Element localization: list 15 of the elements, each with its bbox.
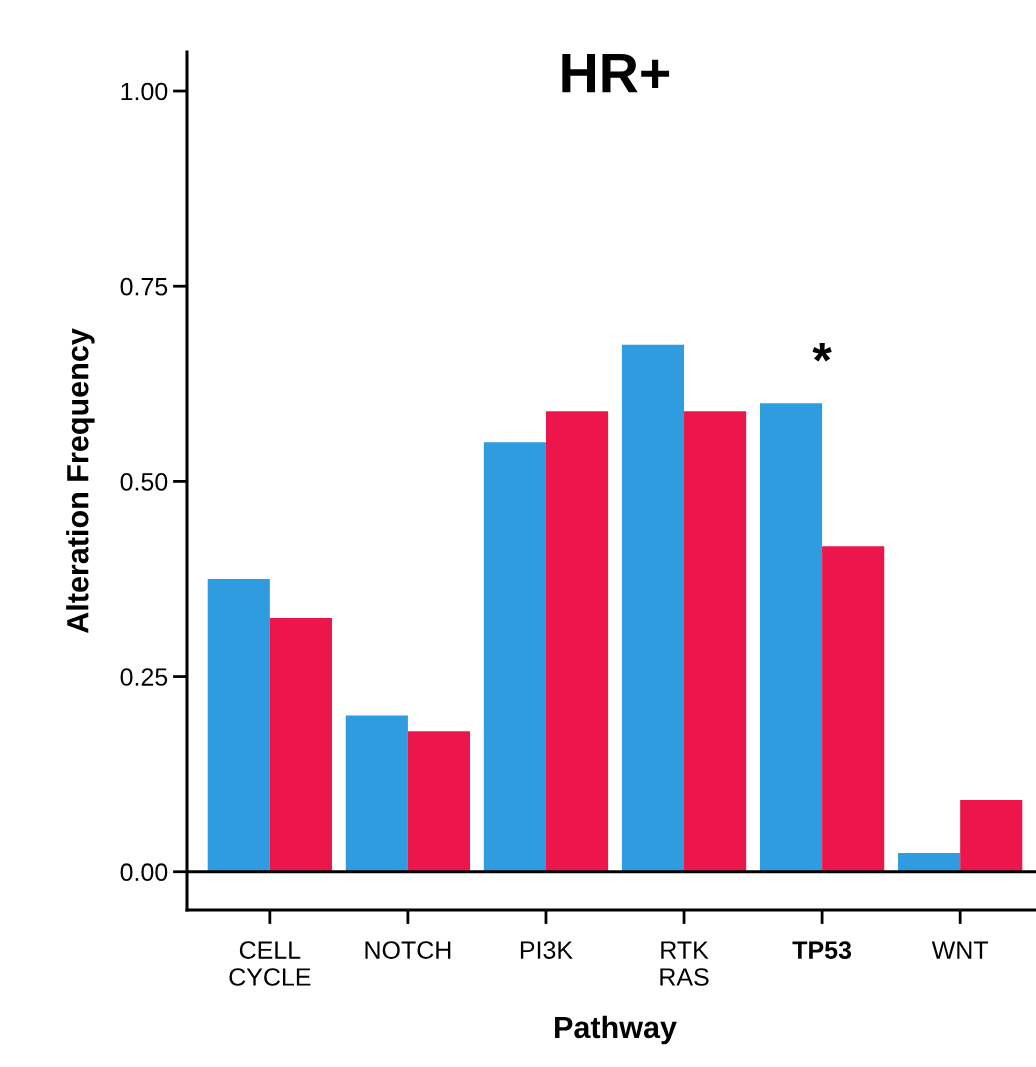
- chart-title: HR+: [562, 54, 670, 93]
- y-tick-label: 1.00: [121, 82, 168, 101]
- x-tick-label: CELL CYCLE: [229, 941, 311, 986]
- y-tick-label: 0.75: [120, 277, 168, 296]
- x-tick-label: WNT: [931, 941, 989, 959]
- y-axis-title: Alteration Frequency: [66, 328, 95, 634]
- y-tick-label: 0.25: [120, 668, 168, 686]
- x-tick-label: RTK RAS: [660, 941, 709, 986]
- y-tick-label: 0.00: [120, 863, 168, 882]
- x-tick-label: PI3K: [520, 941, 573, 959]
- x-axis-title: Pathway: [555, 1015, 677, 1045]
- x-tick-label: NOTCH: [365, 941, 451, 959]
- x-tick-label: TP53: [792, 941, 852, 959]
- annotation: *: [812, 342, 832, 362]
- y-tick-label: 0.50: [120, 472, 168, 491]
